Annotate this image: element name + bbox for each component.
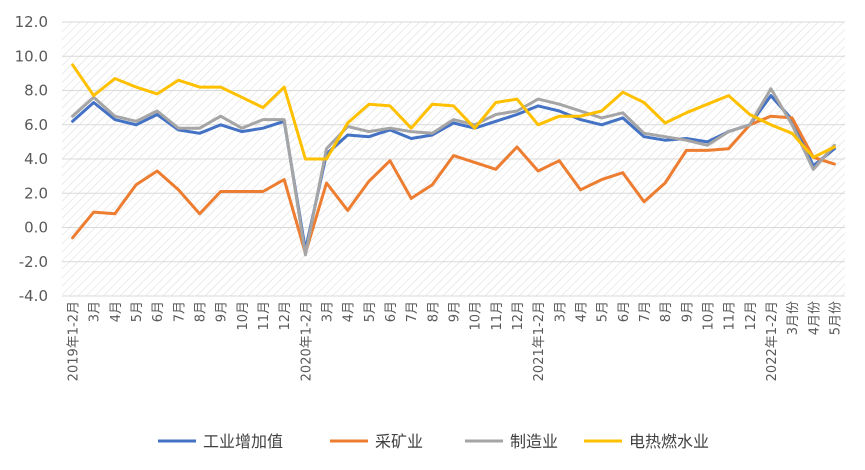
x-tick-label: 4月 (574, 301, 589, 322)
x-tick-label: 6月 (151, 301, 166, 322)
x-tick-label: 3月份 (786, 301, 801, 335)
x-tick-label: 9月 (680, 301, 695, 322)
x-tick-label: 2019年1-2月 (67, 301, 82, 381)
series-line-1 (71, 114, 836, 255)
x-tick-label: 5月 (130, 301, 145, 322)
x-tick-label: 5月 (363, 301, 378, 322)
x-tick-label: 10月 (701, 301, 716, 331)
x-tick-label: 9月 (448, 301, 463, 322)
y-tick-label: 12.0 (15, 13, 48, 31)
x-tick-label: 11月 (257, 301, 272, 331)
x-tick-label: 9月 (215, 301, 230, 322)
y-tick-label: 8.0 (24, 82, 48, 100)
y-tick-label: -4.0 (19, 287, 48, 305)
x-tick-label: 4月份 (807, 301, 822, 335)
x-tick-label: 11月 (490, 301, 505, 331)
x-tick-label: 4月 (109, 301, 124, 322)
x-tick-label: 11月 (723, 301, 738, 331)
x-tick-label: 2020年1-2月 (299, 301, 314, 381)
series-line-3 (71, 63, 836, 161)
y-tick-label: 6.0 (24, 116, 48, 134)
x-tick-label: 3月 (88, 301, 103, 322)
x-tick-label: 8月 (659, 301, 674, 322)
x-tick-label: 6月 (617, 301, 632, 322)
x-tick-label: 7月 (172, 301, 187, 322)
x-tick-label: 8月 (194, 301, 209, 322)
x-tick-label: 12月 (278, 301, 293, 331)
x-tick-label: 5月 (596, 301, 611, 322)
x-tick-label: 3月 (321, 301, 336, 322)
y-tick-label: 2.0 (24, 184, 48, 202)
y-tick-label: 0.0 (24, 219, 48, 237)
x-tick-label: 6月 (384, 301, 399, 322)
legend-label-3: 电热燃水业 (629, 432, 709, 451)
y-tick-label: -2.0 (19, 253, 48, 271)
x-tick-label: 8月 (426, 301, 441, 322)
y-tick-label: 4.0 (24, 150, 48, 168)
series-line-0 (71, 94, 836, 252)
x-tick-label: 7月 (638, 301, 653, 322)
y-tick-label: 10.0 (15, 47, 48, 65)
series-line-2 (71, 87, 836, 257)
x-tick-label: 7月 (405, 301, 420, 322)
x-tick-label: 12月 (744, 301, 759, 331)
legend-label-1: 采矿业 (375, 432, 423, 451)
x-tick-label: 12月 (511, 301, 526, 331)
x-tick-label: 5月份 (828, 301, 843, 335)
legend-label-0: 工业增加值 (203, 432, 283, 451)
x-tick-label: 10月 (469, 301, 484, 331)
x-tick-label: 2021年1-2月 (532, 301, 547, 381)
x-tick-label: 4月 (342, 301, 357, 322)
legend-label-2: 制造业 (510, 432, 558, 451)
x-tick-label: 10月 (236, 301, 251, 331)
x-tick-label: 2022年1-2月 (765, 301, 780, 381)
x-tick-label: 3月 (553, 301, 568, 322)
